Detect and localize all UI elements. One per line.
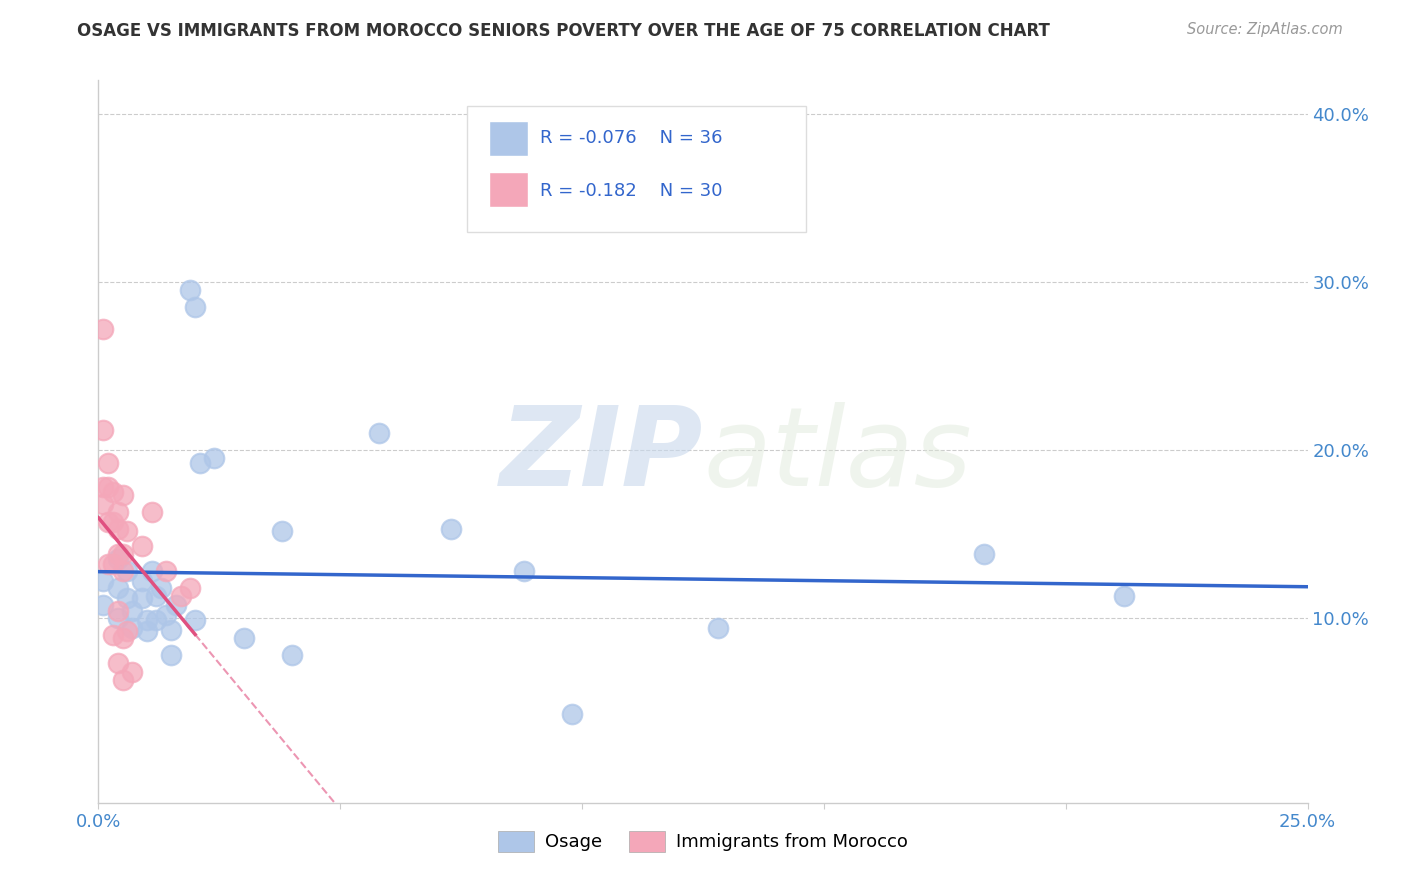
Point	[160, 623, 183, 637]
Point	[91, 322, 114, 336]
Point	[111, 631, 134, 645]
Point	[101, 558, 124, 572]
Point	[117, 591, 139, 605]
Point	[117, 524, 139, 538]
Point	[160, 648, 183, 662]
Text: atlas: atlas	[703, 402, 972, 509]
FancyBboxPatch shape	[489, 121, 527, 156]
Point	[91, 423, 114, 437]
Text: Source: ZipAtlas.com: Source: ZipAtlas.com	[1187, 22, 1343, 37]
Point	[184, 613, 207, 627]
Point	[97, 515, 120, 529]
Point	[131, 574, 153, 588]
Point	[368, 426, 391, 441]
Point	[150, 581, 173, 595]
Point	[107, 611, 129, 625]
Point	[131, 539, 153, 553]
Point	[145, 613, 167, 627]
Point	[135, 624, 157, 639]
Point	[91, 574, 114, 588]
Point	[101, 628, 124, 642]
Point	[169, 589, 191, 603]
Point	[232, 631, 254, 645]
Point	[101, 515, 124, 529]
FancyBboxPatch shape	[489, 172, 527, 207]
Point	[131, 591, 153, 605]
Point	[117, 624, 139, 639]
Point	[97, 456, 120, 470]
Point	[107, 657, 129, 671]
Point	[204, 451, 226, 466]
Point	[271, 524, 294, 538]
Text: R = -0.182    N = 30: R = -0.182 N = 30	[540, 182, 723, 200]
Point	[111, 564, 134, 578]
Point	[111, 673, 134, 687]
Point	[135, 613, 157, 627]
Point	[91, 480, 114, 494]
Point	[179, 581, 201, 595]
Point	[121, 604, 143, 618]
Text: OSAGE VS IMMIGRANTS FROM MOROCCO SENIORS POVERTY OVER THE AGE OF 75 CORRELATION : OSAGE VS IMMIGRANTS FROM MOROCCO SENIORS…	[77, 22, 1050, 40]
Point	[440, 522, 463, 536]
Point	[91, 497, 114, 511]
Point	[107, 522, 129, 536]
Point	[121, 665, 143, 679]
Point	[1112, 589, 1135, 603]
Point	[141, 564, 163, 578]
Point	[184, 300, 207, 314]
Point	[101, 485, 124, 500]
Point	[145, 589, 167, 603]
Point	[561, 706, 583, 721]
FancyBboxPatch shape	[467, 105, 806, 232]
Point	[973, 547, 995, 561]
Point	[165, 598, 187, 612]
Point	[121, 621, 143, 635]
Point	[281, 648, 304, 662]
Point	[107, 552, 129, 566]
Point	[179, 283, 201, 297]
Point	[188, 456, 211, 470]
Point	[107, 505, 129, 519]
Point	[91, 598, 114, 612]
Point	[107, 581, 129, 595]
Point	[111, 488, 134, 502]
Point	[141, 505, 163, 519]
Legend: Osage, Immigrants from Morocco: Osage, Immigrants from Morocco	[491, 823, 915, 859]
Text: R = -0.076    N = 36: R = -0.076 N = 36	[540, 129, 723, 147]
Point	[107, 547, 129, 561]
Point	[107, 604, 129, 618]
Point	[513, 564, 536, 578]
Point	[155, 564, 177, 578]
Point	[97, 558, 120, 572]
Point	[97, 480, 120, 494]
Point	[111, 547, 134, 561]
Text: ZIP: ZIP	[499, 402, 703, 509]
Point	[155, 607, 177, 622]
Point	[706, 621, 728, 635]
Point	[117, 564, 139, 578]
